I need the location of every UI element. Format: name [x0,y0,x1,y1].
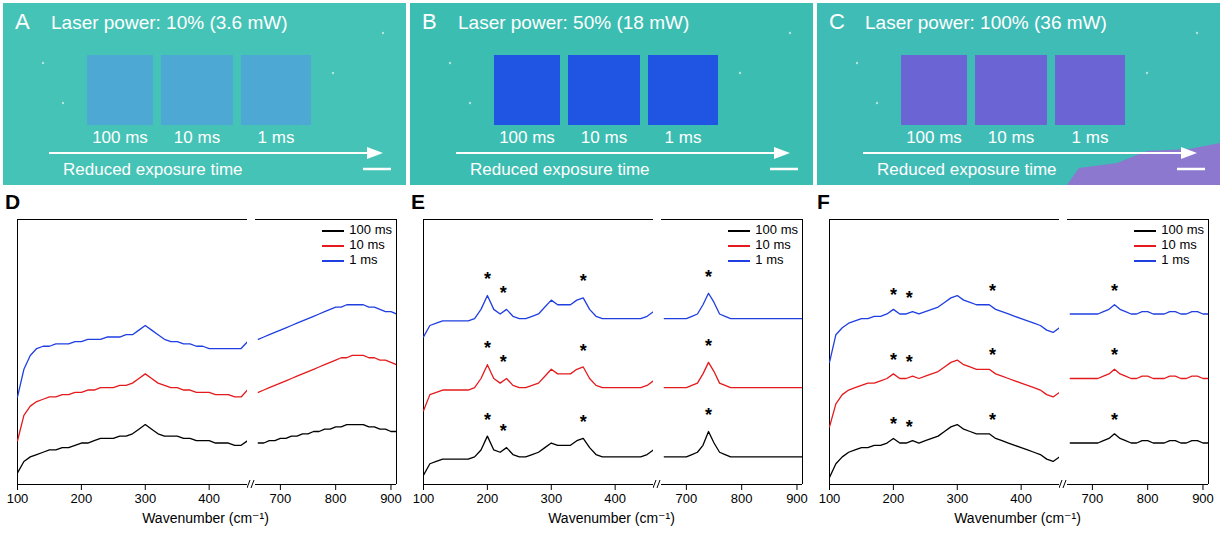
svg-text:B: B [422,9,437,34]
svg-text:*: * [989,410,996,430]
svg-text:100: 100 [819,491,841,506]
svg-text:100 ms: 100 ms [906,128,962,147]
svg-text:800: 800 [731,491,753,506]
svg-text:Reduced exposure time: Reduced exposure time [470,160,650,179]
svg-text:1 ms: 1 ms [1072,128,1109,147]
svg-text:*: * [890,285,897,305]
html-text:100 ms: 100 ms [349,222,392,237]
svg-text:*: * [1111,281,1118,301]
svg-text:*: * [580,412,587,432]
svg-text:900: 900 [1192,491,1214,506]
svg-text:400: 400 [604,491,626,506]
svg-text:*: * [1111,410,1118,430]
svg-text:10 ms: 10 ms [174,128,220,147]
svg-text:200: 200 [71,491,93,506]
svg-text:700: 700 [1082,491,1104,506]
svg-text:200: 200 [883,491,905,506]
svg-text:100 ms: 100 ms [92,128,148,147]
html-text:10 ms: 10 ms [1161,237,1197,252]
html-text:Wavenumber (cm⁻¹): Wavenumber (cm⁻¹) [954,510,1081,526]
svg-text:700: 700 [676,491,698,506]
svg-text:*: * [1111,345,1118,365]
svg-text:900: 900 [380,491,402,506]
svg-text:*: * [890,414,897,434]
svg-text:Reduced exposure time: Reduced exposure time [63,160,243,179]
svg-text:10 ms: 10 ms [581,128,627,147]
html-text:10 ms: 10 ms [349,237,385,252]
html-text:F: F [817,190,830,213]
html-text:Wavenumber (cm⁻¹): Wavenumber (cm⁻¹) [548,510,675,526]
svg-text:100: 100 [413,491,435,506]
html-text:1 ms: 1 ms [755,252,784,267]
svg-text:100: 100 [7,491,29,506]
svg-text:*: * [484,269,491,289]
svg-text:*: * [890,350,897,370]
svg-text:*: * [705,267,712,287]
svg-text:*: * [705,336,712,356]
svg-text:1 ms: 1 ms [258,128,295,147]
svg-text:*: * [906,352,913,372]
svg-text:*: * [500,283,507,303]
svg-text:800: 800 [1137,491,1159,506]
svg-text:C: C [829,9,845,34]
svg-text:*: * [500,421,507,441]
svg-text:*: * [484,338,491,358]
svg-text:300: 300 [946,491,968,506]
svg-text:1 ms: 1 ms [665,128,702,147]
html-text:E: E [411,190,425,213]
svg-text:*: * [989,345,996,365]
svg-text:200: 200 [477,491,499,506]
svg-text:*: * [906,417,913,437]
svg-text:A: A [15,9,30,34]
svg-text:*: * [580,271,587,291]
svg-text:*: * [580,341,587,361]
svg-text:*: * [484,410,491,430]
svg-text:100 ms: 100 ms [499,128,555,147]
html-text:1 ms: 1 ms [1161,252,1190,267]
html-text:10 ms: 10 ms [755,237,791,252]
svg-text:300: 300 [134,491,156,506]
svg-text:400: 400 [198,491,220,506]
svg-text:400: 400 [1010,491,1032,506]
svg-text:Reduced exposure time: Reduced exposure time [877,160,1057,179]
svg-text:*: * [906,288,913,308]
svg-text:800: 800 [325,491,347,506]
html-text:1 ms: 1 ms [349,252,378,267]
svg-text:*: * [705,405,712,425]
html-text:100 ms: 100 ms [755,222,798,237]
svg-text:10 ms: 10 ms [988,128,1034,147]
svg-text:300: 300 [540,491,562,506]
svg-text:Laser power: 100% (36 mW): Laser power: 100% (36 mW) [865,12,1107,33]
svg-text:Laser power: 50% (18 mW): Laser power: 50% (18 mW) [458,12,689,33]
svg-text:900: 900 [786,491,808,506]
svg-text:*: * [500,352,507,372]
svg-text:700: 700 [270,491,292,506]
svg-text:Laser power: 10% (3.6 mW): Laser power: 10% (3.6 mW) [51,12,288,33]
html-text:Wavenumber (cm⁻¹): Wavenumber (cm⁻¹) [142,510,269,526]
html-text:100 ms: 100 ms [1161,222,1204,237]
html-text:D: D [5,190,21,213]
svg-text:*: * [989,281,996,301]
